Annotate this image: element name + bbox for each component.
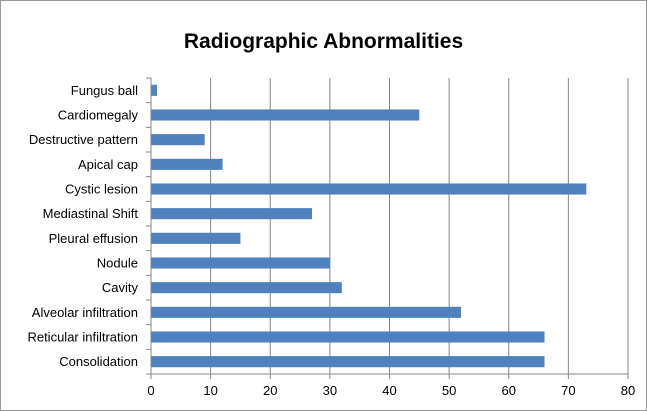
x-tick-label: 40 bbox=[382, 383, 396, 398]
category-label: Fungus ball bbox=[71, 83, 138, 98]
category-label: Cavity bbox=[102, 280, 139, 295]
bar bbox=[151, 282, 342, 294]
category-label: Alveolar infiltration bbox=[32, 305, 138, 320]
x-tick-label: 10 bbox=[203, 383, 217, 398]
bar bbox=[151, 109, 420, 121]
x-tick-label: 20 bbox=[263, 383, 277, 398]
category-label: Apical cap bbox=[78, 157, 138, 172]
x-tick-label: 30 bbox=[323, 383, 337, 398]
x-tick-label: 50 bbox=[442, 383, 456, 398]
bar bbox=[151, 331, 545, 343]
category-label: Destructive pattern bbox=[29, 132, 138, 147]
x-tick-label: 0 bbox=[147, 383, 154, 398]
bar bbox=[151, 158, 223, 170]
category-label: Consolidation bbox=[59, 354, 138, 369]
chart-title: Radiographic Abnormalities bbox=[183, 30, 464, 53]
category-label: Cardiomegaly bbox=[58, 108, 139, 123]
x-tick-label: 60 bbox=[502, 383, 516, 398]
labels: 0 10 20 30 40 50 60 70 80 Fungus ball Cardiomegaly… bbox=[27, 83, 635, 398]
bar bbox=[151, 134, 205, 146]
category-label: Cystic lesion bbox=[65, 182, 138, 197]
x-tick-label: 80 bbox=[621, 383, 635, 398]
bar bbox=[151, 84, 157, 96]
grid-lines bbox=[210, 78, 629, 374]
category-label: Pleural effusion bbox=[49, 231, 138, 246]
axes bbox=[146, 77, 629, 379]
category-label: Mediastinal Shift bbox=[43, 206, 139, 221]
bar bbox=[151, 208, 312, 220]
bar bbox=[151, 356, 545, 368]
category-label: Reticular infiltration bbox=[27, 330, 138, 345]
bar bbox=[151, 232, 241, 244]
bar bbox=[151, 306, 462, 318]
x-tick-label: 70 bbox=[561, 383, 575, 398]
bars bbox=[151, 84, 587, 368]
bar bbox=[151, 257, 330, 269]
category-label: Nodule bbox=[97, 256, 138, 271]
bar bbox=[151, 183, 587, 195]
